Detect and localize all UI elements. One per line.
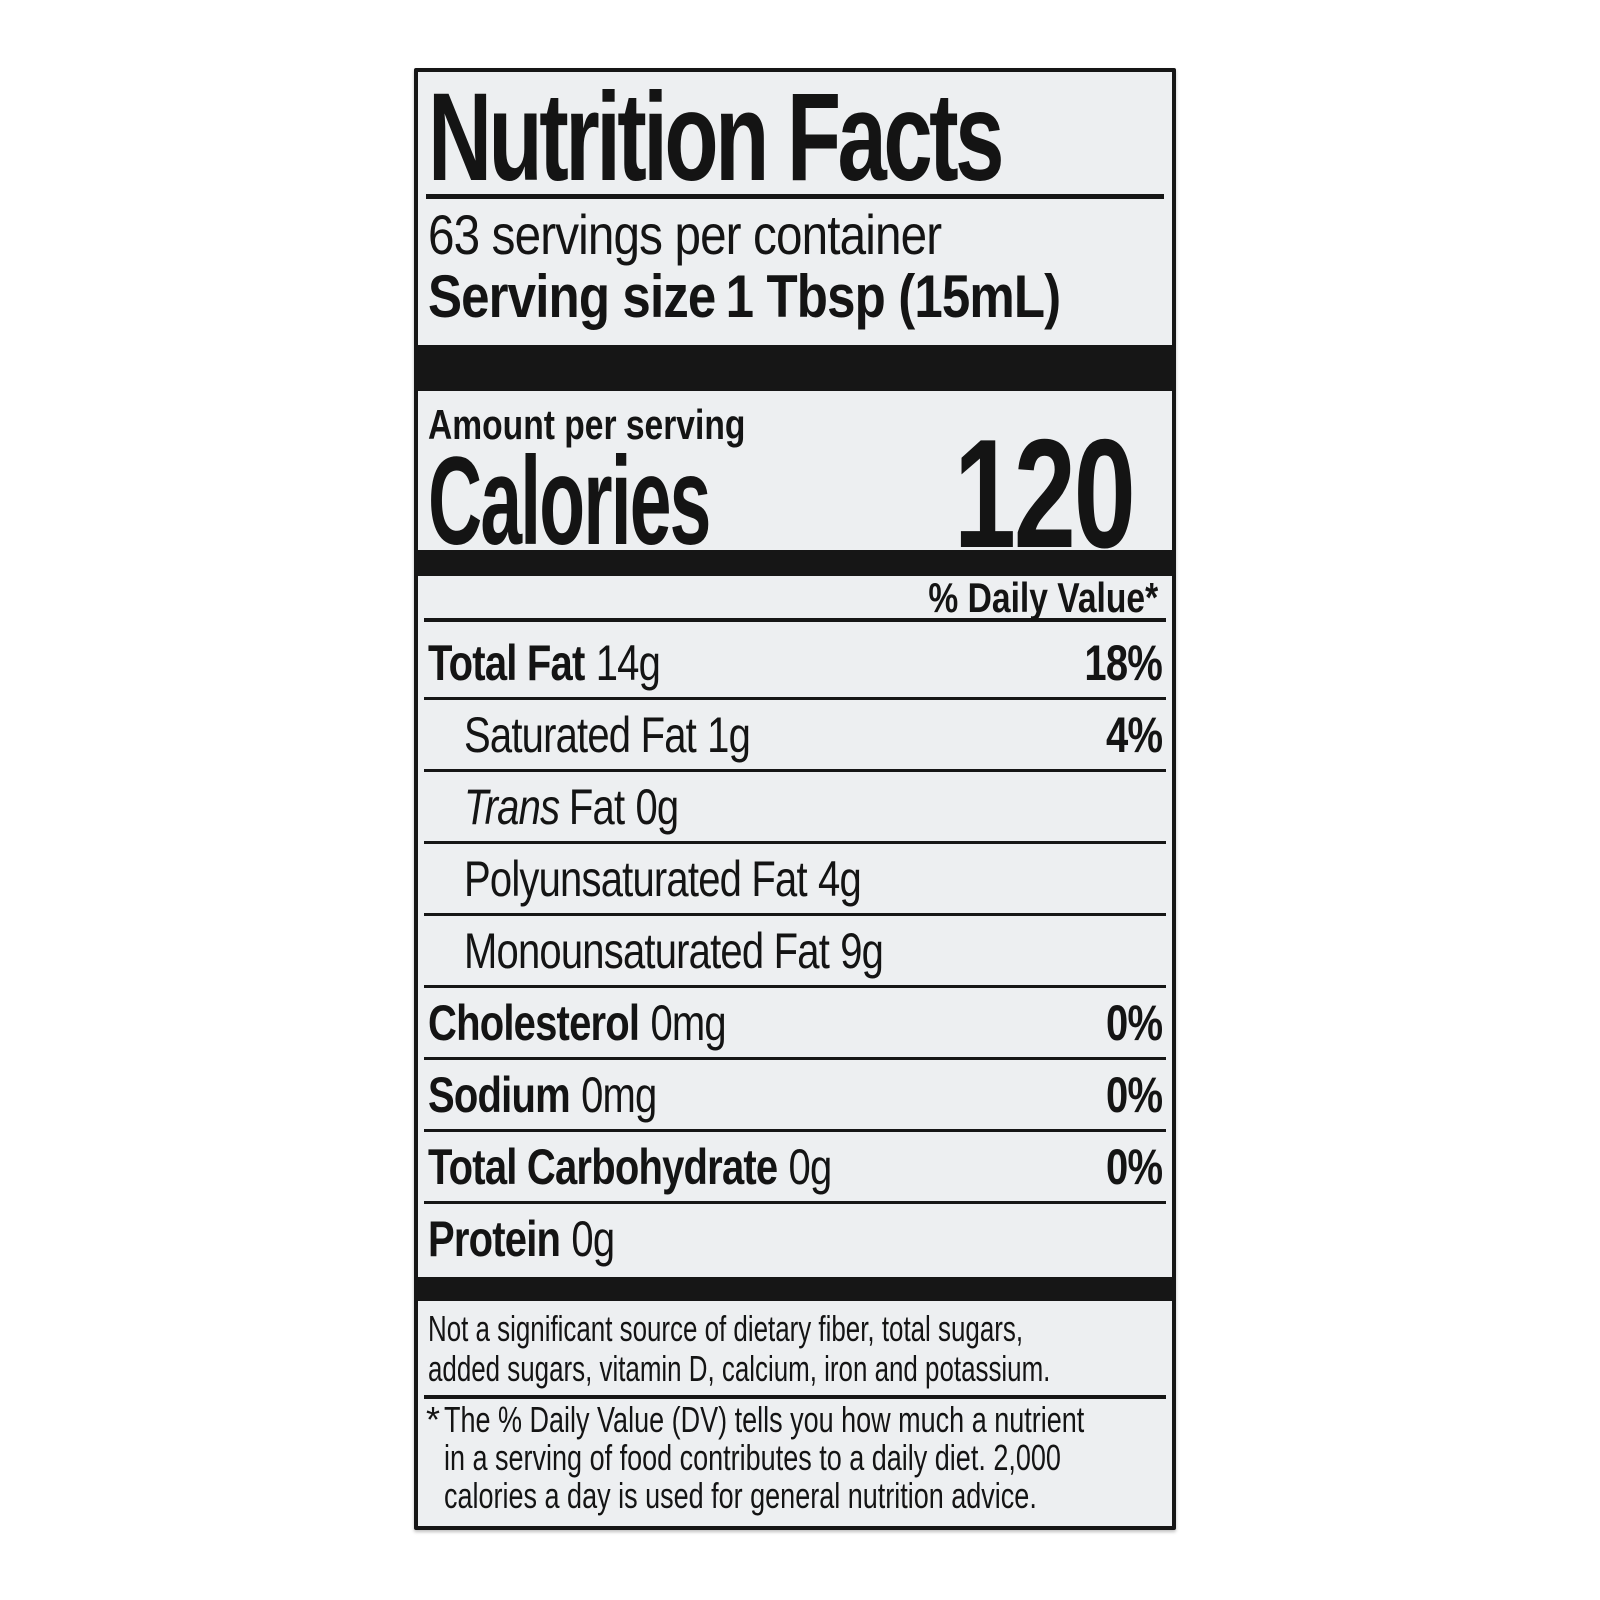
- nutrient-name: Protein: [428, 1210, 561, 1267]
- nutrient-name: Polyunsaturated Fat: [464, 850, 808, 907]
- nutrient-name: Saturated Fat: [464, 706, 697, 763]
- nutrient-amount: 14g: [595, 634, 661, 691]
- nutrient-row-protein: Protein 0g: [424, 1204, 1166, 1273]
- nutrient-amount: 0g: [788, 1138, 833, 1195]
- amount-per-serving-text: Amount per serving: [428, 401, 746, 448]
- nutrient-name-italic: Trans: [464, 778, 560, 835]
- nutrient-amount: 9g: [840, 922, 884, 979]
- nutrient-name: Fat: [568, 778, 625, 835]
- not-significant-note: Not a significant source of dietary fibe…: [428, 1309, 1162, 1389]
- nutrient-row-sodium: Sodium 0mg 0%: [424, 1060, 1166, 1132]
- serving-size-value: 1 Tbsp (15mL): [725, 263, 1062, 330]
- nutrient-daily-value: 18%: [1084, 634, 1162, 691]
- nutrient-amount: 1g: [707, 706, 751, 763]
- amount-per-serving: Amount per serving: [428, 403, 1162, 447]
- not-significant-line-2: added sugars, vitamin D, calcium, iron a…: [428, 1348, 1051, 1389]
- calories-row: Calories 120: [428, 416, 1162, 571]
- label-title: Nutrition Facts: [428, 68, 1162, 207]
- nutrient-row-total-fat: Total Fat 14g 18%: [424, 628, 1166, 700]
- nutrient-daily-value: 0%: [1105, 994, 1163, 1051]
- serving-size-label: Serving size: [428, 263, 716, 330]
- nutrient-name: Total Fat: [428, 634, 585, 691]
- nutrient-row-polyunsaturated-fat: Polyunsaturated Fat 4g: [424, 844, 1166, 916]
- servings-per-container-text: 63 servings per container: [428, 203, 942, 266]
- title-underline: [426, 194, 1164, 199]
- footnote-asterisk: *: [426, 1399, 441, 1440]
- medium-divider-bar: [418, 550, 1172, 576]
- nutrient-rows: Total Fat 14g 18% Saturated Fat 1g 4% Tran…: [418, 628, 1172, 1273]
- nutrient-daily-value: 4%: [1105, 706, 1163, 763]
- thick-divider-bar-bottom: [418, 1277, 1172, 1301]
- nutrient-amount: 0g: [635, 778, 679, 835]
- serving-size: Serving size 1 Tbsp (15mL): [428, 265, 1162, 329]
- nutrient-name: Sodium: [428, 1066, 571, 1123]
- calories-value: 120: [954, 406, 1136, 580]
- footnote-line-2: in a serving of food contributes to a da…: [444, 1437, 1061, 1478]
- calories-label: Calories: [428, 431, 711, 571]
- not-significant-line-1: Not a significant source of dietary fibe…: [428, 1308, 1024, 1349]
- nutrient-amount: 0mg: [650, 994, 726, 1051]
- nutrient-daily-value: 0%: [1105, 1138, 1163, 1195]
- footnote-line-1: The % Daily Value (DV) tells you how muc…: [444, 1399, 1085, 1440]
- nutrient-row-saturated-fat: Saturated Fat 1g 4%: [424, 700, 1166, 772]
- footnote-line-3: calories a day is used for general nutri…: [444, 1475, 1037, 1516]
- daily-value-footnote: * The % Daily Value (DV) tells you how m…: [426, 1399, 1162, 1516]
- label-title-text: Nutrition Facts: [428, 68, 1004, 207]
- nutrient-name: Cholesterol: [428, 994, 640, 1051]
- thick-divider-bar-top: [418, 345, 1172, 391]
- footnote-rule: [424, 1395, 1166, 1399]
- nutrient-row-cholesterol: Cholesterol 0mg 0%: [424, 988, 1166, 1060]
- nutrient-name: Monounsaturated Fat: [464, 922, 830, 979]
- nutrient-amount: 4g: [818, 850, 862, 907]
- nutrient-daily-value: 0%: [1105, 1066, 1163, 1123]
- daily-value-header: % Daily Value*: [428, 574, 1162, 621]
- nutrient-amount: 0g: [571, 1210, 615, 1267]
- nutrient-row-total-carbohydrate: Total Carbohydrate 0g 0%: [424, 1132, 1166, 1204]
- nutrient-row-monounsaturated-fat: Monounsaturated Fat 9g: [424, 916, 1166, 988]
- nutrient-name: Total Carbohydrate: [428, 1138, 778, 1195]
- daily-value-rule: [424, 618, 1166, 622]
- nutrition-facts-label: Nutrition Facts 63 servings per containe…: [414, 68, 1176, 1530]
- daily-value-header-text: % Daily Value*: [928, 574, 1158, 621]
- servings-per-container: 63 servings per container: [428, 205, 1162, 265]
- nutrient-row-trans-fat: Trans Fat 0g: [424, 772, 1166, 844]
- nutrient-amount: 0mg: [581, 1066, 657, 1123]
